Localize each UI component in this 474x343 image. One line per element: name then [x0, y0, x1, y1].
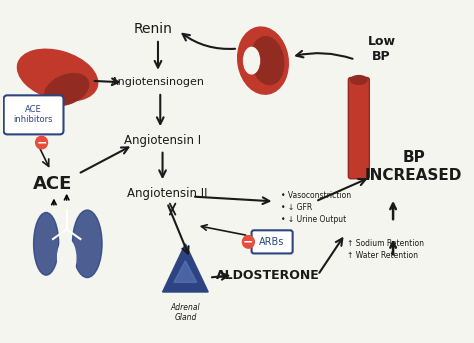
- Text: Angiotensinogen: Angiotensinogen: [111, 77, 205, 87]
- Text: Adrenal
Gland: Adrenal Gland: [171, 303, 200, 322]
- Text: • Vasoconstriction: • Vasoconstriction: [281, 191, 351, 200]
- Ellipse shape: [18, 49, 98, 101]
- Text: Renin: Renin: [134, 22, 173, 36]
- Text: ↑ Water Retention: ↑ Water Retention: [347, 251, 419, 260]
- Text: ACE: ACE: [33, 175, 73, 192]
- Text: • ↓ GFR: • ↓ GFR: [281, 203, 312, 212]
- Text: ACE
inhibitors: ACE inhibitors: [14, 105, 53, 124]
- Polygon shape: [163, 244, 208, 292]
- Ellipse shape: [57, 239, 76, 277]
- Text: ↑ Sodium Retention: ↑ Sodium Retention: [347, 239, 424, 248]
- Circle shape: [36, 136, 47, 149]
- Text: BP
INCREASED: BP INCREASED: [365, 151, 462, 183]
- Text: Low
BP: Low BP: [368, 35, 396, 62]
- FancyBboxPatch shape: [348, 78, 369, 179]
- Ellipse shape: [45, 74, 89, 105]
- Ellipse shape: [251, 37, 284, 84]
- Text: Angiotensin II: Angiotensin II: [127, 187, 207, 200]
- FancyBboxPatch shape: [4, 95, 64, 134]
- Ellipse shape: [351, 75, 367, 84]
- Polygon shape: [174, 261, 197, 282]
- Text: −: −: [243, 235, 254, 248]
- Text: ARBs: ARBs: [259, 237, 285, 247]
- Ellipse shape: [244, 47, 260, 74]
- Text: Angiotensin I: Angiotensin I: [124, 134, 201, 147]
- Circle shape: [242, 236, 255, 248]
- Ellipse shape: [73, 210, 102, 277]
- Text: −: −: [36, 136, 47, 149]
- Ellipse shape: [237, 27, 288, 94]
- Text: ALDOSTERONE: ALDOSTERONE: [216, 269, 319, 282]
- FancyBboxPatch shape: [252, 230, 292, 253]
- Text: • ↓ Urine Output: • ↓ Urine Output: [281, 215, 346, 224]
- Ellipse shape: [34, 212, 59, 275]
